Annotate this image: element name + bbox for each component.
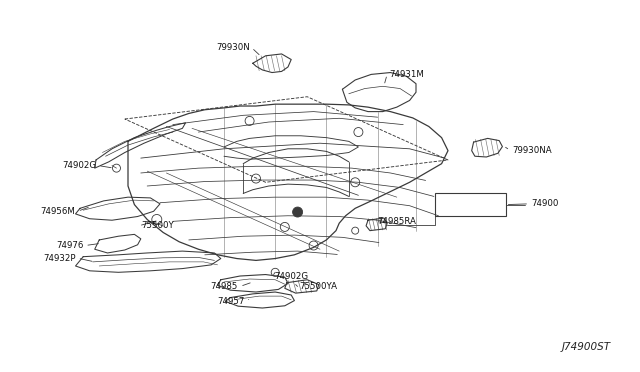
Bar	[435, 193, 506, 216]
Text: 74956M: 74956M	[41, 207, 76, 216]
Text: 74976: 74976	[56, 241, 83, 250]
Text: 75500Y: 75500Y	[141, 221, 173, 230]
Text: 74931M: 74931M	[389, 70, 424, 79]
Text: 74902G: 74902G	[274, 272, 308, 281]
Text: 79930NA: 79930NA	[512, 146, 552, 155]
Text: 74900: 74900	[531, 199, 559, 208]
Text: 74985: 74985	[211, 282, 238, 291]
Text: 74957: 74957	[217, 297, 244, 306]
Text: 74985RA: 74985RA	[378, 217, 417, 226]
Text: J74900ST: J74900ST	[562, 341, 611, 352]
Text: 75500YA: 75500YA	[300, 282, 337, 291]
Text: 79930N: 79930N	[216, 43, 250, 52]
Text: 74932P: 74932P	[43, 254, 76, 263]
Text: 74902G: 74902G	[62, 161, 96, 170]
Circle shape	[292, 207, 303, 217]
